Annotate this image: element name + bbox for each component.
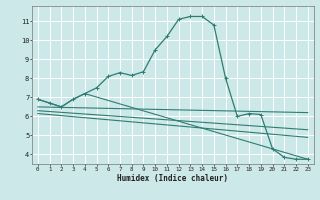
X-axis label: Humidex (Indice chaleur): Humidex (Indice chaleur) xyxy=(117,174,228,183)
